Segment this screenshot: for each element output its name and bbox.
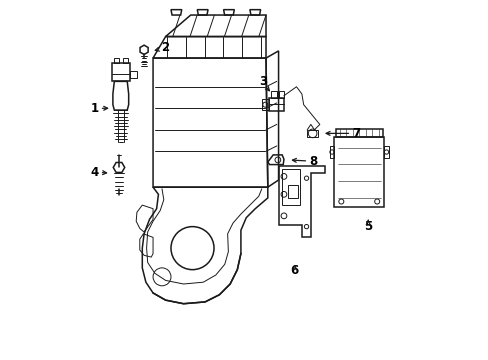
Text: 6: 6 <box>290 264 298 277</box>
Text: 8: 8 <box>309 155 317 168</box>
Text: 1: 1 <box>90 102 99 115</box>
Text: 7: 7 <box>352 127 360 140</box>
Text: 2: 2 <box>161 41 169 54</box>
Text: 5: 5 <box>364 220 371 233</box>
Text: 4: 4 <box>90 166 99 179</box>
Text: 3: 3 <box>259 75 266 88</box>
